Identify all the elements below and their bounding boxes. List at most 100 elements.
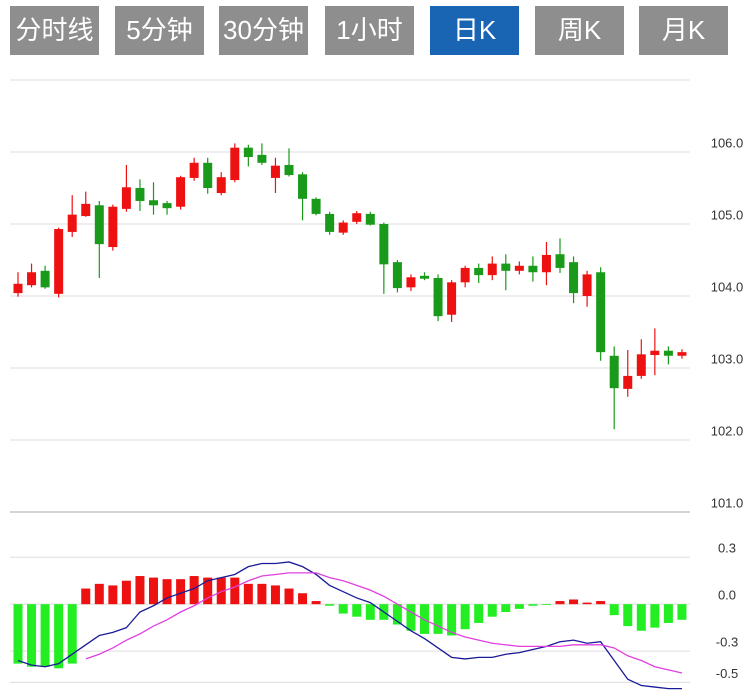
candle-body	[67, 214, 77, 232]
tab[interactable]: 月K	[639, 6, 728, 55]
macd-bar	[81, 588, 91, 605]
macd-bar	[121, 580, 131, 605]
macd-bar	[447, 604, 457, 636]
candle-body	[677, 352, 687, 356]
candle-body	[569, 262, 579, 294]
macd-bar	[460, 604, 470, 630]
macd-bar	[311, 601, 321, 605]
macd-bar	[541, 604, 551, 605]
candle-body	[325, 213, 335, 232]
macd-bar	[338, 604, 348, 614]
y-tick-label: 103.0	[711, 351, 744, 366]
tab[interactable]: 30分钟	[219, 6, 308, 55]
y-tick-label: 104.0	[711, 279, 744, 294]
macd-bar	[189, 576, 199, 605]
candle-body	[392, 262, 402, 289]
candle-body	[365, 213, 375, 225]
macd-bar	[203, 577, 213, 605]
macd-bar	[257, 583, 267, 605]
macd-bar	[582, 602, 592, 605]
macd-bar	[243, 583, 253, 605]
y-tick-label: -0.5	[716, 666, 738, 681]
macd-bar	[352, 604, 362, 617]
macd-bar	[528, 604, 538, 606]
candle-body	[541, 254, 551, 273]
candle-body	[108, 206, 118, 248]
candle-body	[609, 355, 619, 389]
candle-body	[420, 275, 429, 279]
tab[interactable]: 周K	[535, 6, 624, 55]
y-tick-label: 105.0	[711, 207, 744, 222]
macd-line	[85, 572, 683, 674]
candle-body	[487, 263, 497, 276]
macd-bar	[514, 604, 524, 609]
y-tick-label: 101.0	[711, 495, 744, 510]
macd-bar	[325, 604, 335, 606]
candle-body	[176, 177, 186, 207]
candle-body	[121, 187, 131, 209]
macd-bar	[392, 604, 402, 625]
macd-line	[17, 561, 682, 690]
tab[interactable]: 分时线	[10, 6, 99, 55]
macd-bar	[596, 601, 606, 605]
candle-body	[514, 265, 524, 271]
macd-bar	[135, 576, 145, 605]
candle-body	[663, 350, 673, 356]
tab[interactable]: 5分钟	[115, 6, 204, 55]
candle-body	[379, 224, 389, 265]
macd-bar	[13, 604, 23, 664]
candle-body	[528, 265, 538, 273]
macd-bar	[40, 604, 50, 667]
candle-body	[189, 162, 199, 178]
macd-bar	[501, 604, 511, 612]
macd-bar	[623, 604, 633, 627]
candle-body	[447, 282, 457, 315]
macd-bar	[487, 604, 497, 617]
macd-bar	[54, 604, 64, 669]
candle-body	[298, 174, 308, 199]
y-tick-label: 0.3	[718, 541, 736, 556]
tab-bar: 分时线 5分钟 30分钟 1小时 日K 周K 月K	[0, 0, 751, 60]
macd-bar	[474, 604, 484, 623]
macd-bar	[663, 604, 673, 623]
tab[interactable]: 1小时	[325, 6, 414, 55]
candle-body	[257, 154, 267, 163]
candle-body	[406, 277, 416, 288]
candle-body	[203, 162, 213, 188]
macd-bar	[677, 604, 687, 620]
candle-body	[40, 270, 50, 288]
macd-bar	[406, 604, 416, 631]
macd-bar	[365, 604, 375, 620]
macd-bar	[67, 604, 77, 664]
candle-body	[636, 354, 646, 376]
macd-bar	[94, 583, 104, 605]
macd-bar	[27, 604, 37, 667]
candle-body	[284, 164, 294, 176]
candle-body	[54, 229, 64, 294]
candle-body	[433, 278, 443, 317]
candle-body	[582, 274, 592, 296]
candle-body	[650, 350, 660, 356]
y-tick-label: 106.0	[711, 135, 744, 150]
candle-body	[311, 198, 321, 214]
macd-bar	[420, 604, 429, 634]
candle-body	[216, 177, 226, 194]
macd-bar	[636, 604, 646, 631]
macd-bar	[176, 579, 186, 605]
candle-body	[230, 147, 240, 181]
candle-body	[27, 272, 37, 286]
macd-bar	[609, 604, 619, 616]
macd-bar	[230, 577, 240, 605]
macd-bar	[284, 588, 294, 605]
macd-bar	[569, 599, 579, 605]
candle-body	[13, 283, 23, 294]
macd-bar	[108, 585, 118, 605]
candle-body	[135, 188, 145, 201]
candle-body	[149, 200, 158, 206]
candle-body	[243, 147, 253, 158]
y-tick-label: 102.0	[711, 423, 744, 438]
tab[interactable]: 日K	[430, 6, 519, 55]
candle-body	[460, 267, 470, 283]
